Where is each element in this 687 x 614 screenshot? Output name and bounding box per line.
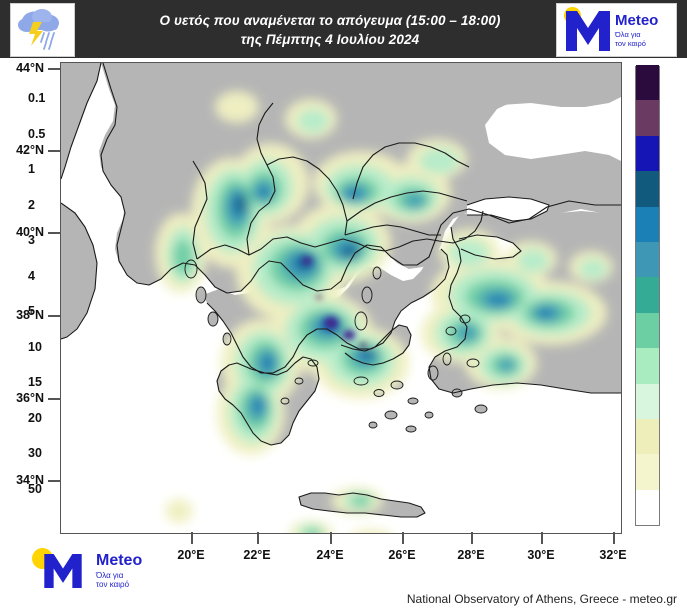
y-axis-label-5: 34°N: [16, 473, 44, 487]
x-tick: [541, 532, 543, 544]
colorbar-label-5: 5: [28, 304, 35, 318]
y-tick: [48, 150, 60, 152]
colorbar-band-6: [636, 277, 659, 313]
colorbar-label-1: 1: [28, 162, 35, 176]
y-tick: [48, 480, 60, 482]
y-axis-label-0: 44°N: [16, 61, 44, 75]
colorbar-band-11: [636, 100, 659, 136]
colorbar-label-20: 20: [28, 411, 42, 425]
map-plot-area[interactable]: [60, 62, 622, 534]
colorbar-band-7: [636, 241, 659, 278]
colorbar-band-12: [636, 65, 659, 101]
logo-tagline-1: Όλα για: [615, 30, 641, 39]
colorbar-band-9: [636, 171, 659, 207]
y-axis-label-1: 42°N: [16, 143, 44, 157]
x-axis-label-0: 20°E: [177, 548, 205, 562]
x-tick: [330, 532, 332, 544]
colorbar-label-50: 50: [28, 482, 42, 496]
colorbar-label-0.5: 0.5: [28, 127, 46, 141]
y-axis-label-3: 38°N: [16, 308, 44, 322]
title-line-2: της Πέμπτης 4 Ιουλίου 2024: [240, 32, 420, 47]
colorbar-label-15: 15: [28, 375, 42, 389]
page-title: Ο υετός που αναμένεται το απόγευμα (15:0…: [110, 6, 550, 54]
y-tick: [48, 68, 60, 70]
y-axis-label-4: 36°N: [16, 391, 44, 405]
weather-icon-box: [10, 3, 75, 57]
x-axis-label-6: 32°E: [599, 548, 627, 562]
colorbar-band-2: [636, 418, 659, 455]
y-tick: [48, 315, 60, 317]
colorbar[interactable]: [635, 65, 660, 526]
title-line-1: Ο υετός που αναμένεται το απόγευμα (15:0…: [159, 13, 501, 28]
meteo-logo-footer[interactable]: Meteo Όλα για τον καιρό: [24, 546, 174, 590]
header-bar: Ο υετός που αναμένεται το απόγευμα (15:0…: [0, 0, 687, 58]
logo-tagline-2: τον καιρό: [96, 580, 130, 589]
x-tick: [471, 532, 473, 544]
logo-wordmark: Meteo: [615, 12, 659, 29]
colorbar-label-30: 30: [28, 446, 42, 460]
y-axis-label-2: 40°N: [16, 225, 44, 239]
y-tick: [48, 232, 60, 234]
x-axis-label-3: 26°E: [388, 548, 416, 562]
colorbar-band-4: [636, 348, 659, 384]
x-axis-label-2: 24°E: [316, 548, 344, 562]
colorbar-label-10: 10: [28, 340, 42, 354]
colorbar-label-2: 2: [28, 198, 35, 212]
logo-m-mark: [44, 554, 82, 588]
colorbar-band-10: [636, 135, 659, 172]
precipitation-map: [61, 63, 621, 533]
x-tick: [402, 532, 404, 544]
y-tick: [48, 398, 60, 400]
x-axis-label-1: 22°E: [243, 548, 271, 562]
colorbar-label-0.1: 0.1: [28, 91, 46, 105]
x-tick: [191, 532, 193, 544]
logo-m-mark: [566, 11, 610, 51]
thunderstorm-rain-icon: [18, 9, 59, 50]
x-axis-label-4: 28°E: [457, 548, 485, 562]
x-tick: [613, 532, 615, 544]
colorbar-band-1: [636, 454, 659, 490]
logo-tagline-2: τον καιρό: [615, 39, 646, 48]
logo-wordmark: Meteo: [96, 552, 143, 569]
colorbar-band-5: [636, 312, 659, 349]
meteo-logo-header[interactable]: Meteo Όλα για τον καιρό: [556, 3, 677, 57]
colorbar-band-0: [636, 489, 659, 525]
x-tick: [257, 532, 259, 544]
colorbar-label-4: 4: [28, 269, 35, 283]
x-axis-label-5: 30°E: [527, 548, 555, 562]
credit-text: National Observatory of Athens, Greece -…: [406, 592, 677, 606]
colorbar-band-8: [636, 206, 659, 242]
colorbar-label-3: 3: [28, 233, 35, 247]
colorbar-band-3: [636, 383, 659, 419]
logo-tagline-1: Όλα για: [96, 571, 124, 580]
